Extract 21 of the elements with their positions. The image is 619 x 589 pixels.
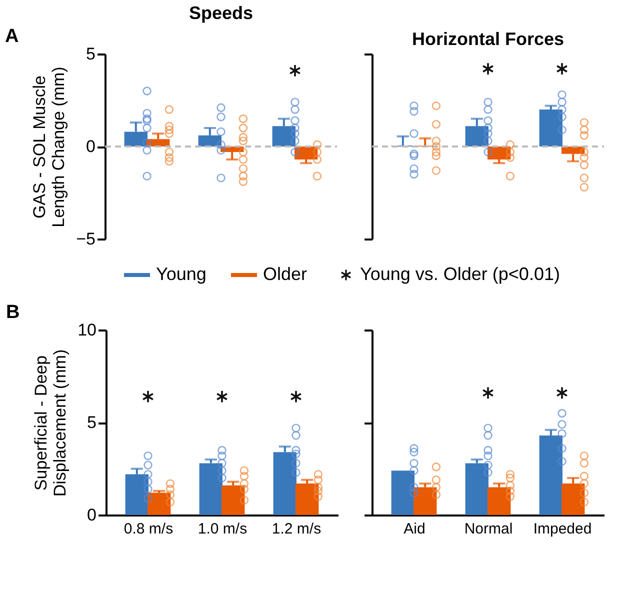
x-tick-label: 0.8 m/s — [124, 520, 174, 538]
y-axis-title: GAS - SOL Muscle Length Change (mm) — [30, 66, 68, 228]
legend-label: Older — [263, 264, 308, 284]
x-tick-label: 1.0 m/s — [198, 520, 248, 538]
x-tick-label: Impeded — [533, 520, 592, 538]
chart-title: Speeds — [188, 3, 254, 23]
text: A — [5, 26, 19, 47]
x-tick-label: Normal — [464, 520, 513, 538]
legend-label: Young vs. Older (p<0.01) — [360, 264, 560, 284]
y-tick-label: 10 — [78, 320, 96, 340]
x-tick-label: 1.2 m/s — [272, 520, 322, 538]
y-tick-label: 0 — [86, 137, 96, 156]
x-tick-label: Aid — [404, 520, 426, 538]
y-axis-title: Superficial - Deep Displacement (mm) — [32, 349, 70, 497]
text: B — [6, 302, 20, 323]
y-tick-label: 5 — [86, 44, 96, 64]
y-tick-label: 0 — [87, 506, 96, 524]
y-tick-label: −5 — [76, 230, 96, 248]
chart-title: Horizontal Forces — [412, 29, 564, 49]
legend-label: Young — [156, 264, 206, 284]
y-tick-label: 5 — [87, 413, 96, 432]
